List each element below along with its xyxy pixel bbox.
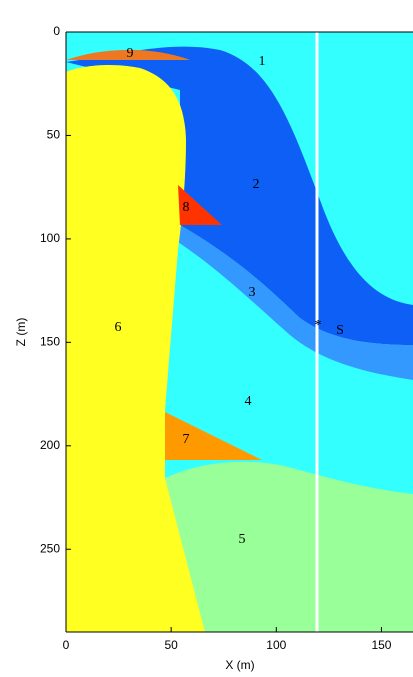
x-tick-label: 100: [266, 638, 286, 652]
chart: * X (m) Z (m) 0 50 100 150 0 50 100 150 200 250 1 2…: [0, 0, 413, 677]
y-tick-label: 200: [40, 438, 60, 452]
source-marker: *: [315, 318, 322, 333]
page: * X (m) Z (m) 0 50 100 150 0 50 100 150 200 250 1 2…: [0, 0, 413, 677]
region-label: S: [336, 323, 344, 338]
region-label: 2: [253, 177, 260, 192]
y-tick-label: 150: [40, 335, 60, 349]
y-tick-label: 50: [47, 128, 61, 142]
y-tick-label: 250: [40, 541, 60, 555]
y-tick-label: 100: [40, 231, 60, 245]
region-label: 1: [259, 54, 266, 69]
region-label: 9: [127, 46, 134, 61]
y-tick-label: 0: [53, 24, 60, 38]
region-label: 3: [249, 285, 256, 300]
x-tick-label: 0: [63, 638, 70, 652]
region-label: 4: [245, 394, 252, 409]
region-label: 8: [183, 200, 190, 215]
x-tick-label: 150: [371, 638, 391, 652]
region-label: 7: [183, 432, 190, 447]
x-tick-label: 50: [164, 638, 178, 652]
region-label: 6: [115, 320, 122, 335]
x-axis-label: X (m): [225, 658, 254, 672]
y-axis-label: Z (m): [14, 318, 28, 347]
region-label: 5: [239, 532, 246, 547]
